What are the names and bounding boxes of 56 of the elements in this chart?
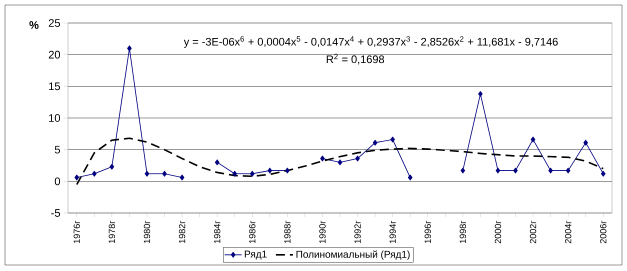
annotation: R$^{2}$ = 0,1698 [326, 54, 384, 64]
point [338, 159, 342, 166]
y-axis-title: % [29, 21, 39, 29]
point [110, 164, 114, 170]
line-series [76, 137, 604, 186]
point [583, 140, 588, 146]
x-tick-label: 1996г [424, 220, 431, 244]
point [355, 156, 360, 162]
point [600, 170, 606, 177]
point [320, 156, 325, 162]
point [250, 170, 255, 177]
point [285, 168, 290, 174]
legend-label: Полиномиальный (Ряд1) [296, 250, 410, 260]
point [180, 174, 184, 180]
point [144, 170, 150, 177]
x-tick-label: 2002г [530, 220, 536, 244]
x-tick-label: 1990г [319, 220, 326, 244]
x-tick-label: 1984г [214, 220, 220, 244]
y-tick-label: 25 [48, 19, 60, 27]
point [390, 136, 395, 142]
point [232, 170, 237, 177]
x-tick-label: 2000г [494, 220, 502, 244]
point [372, 140, 378, 146]
x-tick-label: 2004г [564, 220, 572, 244]
point [92, 170, 97, 177]
point [566, 168, 570, 174]
x-tick-label: 1978г [108, 220, 116, 244]
point [478, 91, 483, 97]
x-tick-label: 1986г [249, 220, 256, 244]
y-tick-label: 10 [49, 114, 60, 122]
point [214, 159, 220, 166]
y-tick-label: -5 [51, 209, 60, 217]
x-tick-label: 1982г [178, 220, 186, 244]
point [548, 168, 553, 174]
point [530, 136, 536, 142]
text: y = -3E-06x$^{6}$ + 0,0004x$^{5}$ - 0,0147x$^{4}$ + 0,2937x$^{3}$ - 2,8526x$^{2}$ + 11,681x - 9,7146 [184, 36, 558, 48]
y-tick-label: 0 [54, 177, 60, 186]
x-tick-label: 1998г [460, 220, 466, 244]
point [127, 45, 132, 52]
point [460, 168, 466, 174]
point [408, 174, 412, 180]
y-tick-label: 15 [49, 82, 60, 90]
x-tick-label: 1994г [389, 220, 396, 244]
x-tick-label: 2006г [600, 220, 606, 244]
x-tick-label: 1988г [284, 220, 291, 244]
legend-label: Ряд1 [244, 250, 267, 260]
y-tick-label: 20 [48, 50, 60, 59]
point [162, 170, 167, 177]
point [496, 168, 500, 174]
point [513, 168, 518, 174]
x-tick-label: 1976г [74, 220, 80, 244]
y-tick-label: 5 [54, 146, 60, 154]
point [74, 174, 80, 180]
x-tick-label: 1992г [354, 220, 361, 244]
point [268, 168, 272, 174]
x-tick-label: 1980г [144, 220, 150, 244]
